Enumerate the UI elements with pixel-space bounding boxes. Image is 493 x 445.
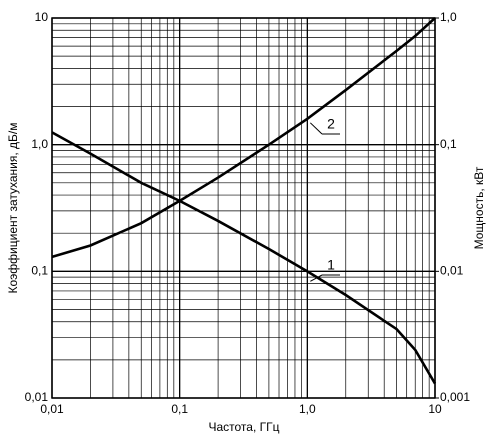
y-tick-label: 0,1 <box>31 264 48 278</box>
y-axis-label: Коэффициент затухания, дБ/м <box>6 123 20 294</box>
y2-tick-label: 0,01 <box>440 264 464 278</box>
y-tick-label: 1,0 <box>31 137 48 151</box>
plot-frame <box>51 17 436 399</box>
line-series <box>51 17 436 259</box>
y2-tick-label: 1,0 <box>440 10 457 24</box>
y2-tick-label: 0,1 <box>440 137 457 151</box>
series-label: 1 <box>327 257 335 273</box>
x-tick-label: 0,1 <box>171 402 188 416</box>
y-tick-label: 0,01 <box>25 390 49 404</box>
y-tick-label: 10 <box>35 10 49 24</box>
x-tick-label: 0,01 <box>40 402 64 416</box>
x-tick-label: 10 <box>428 402 442 416</box>
line-series <box>51 131 437 385</box>
x-axis-label: Частота, ГГц <box>208 420 279 434</box>
series-label: 2 <box>327 116 335 132</box>
x-tick-label: 1,0 <box>299 402 316 416</box>
leader-line <box>310 274 323 282</box>
y2-tick-label: 0,001 <box>440 390 470 404</box>
y2-axis-label: Мощность, кВт <box>472 166 486 249</box>
leader-line <box>309 122 323 135</box>
